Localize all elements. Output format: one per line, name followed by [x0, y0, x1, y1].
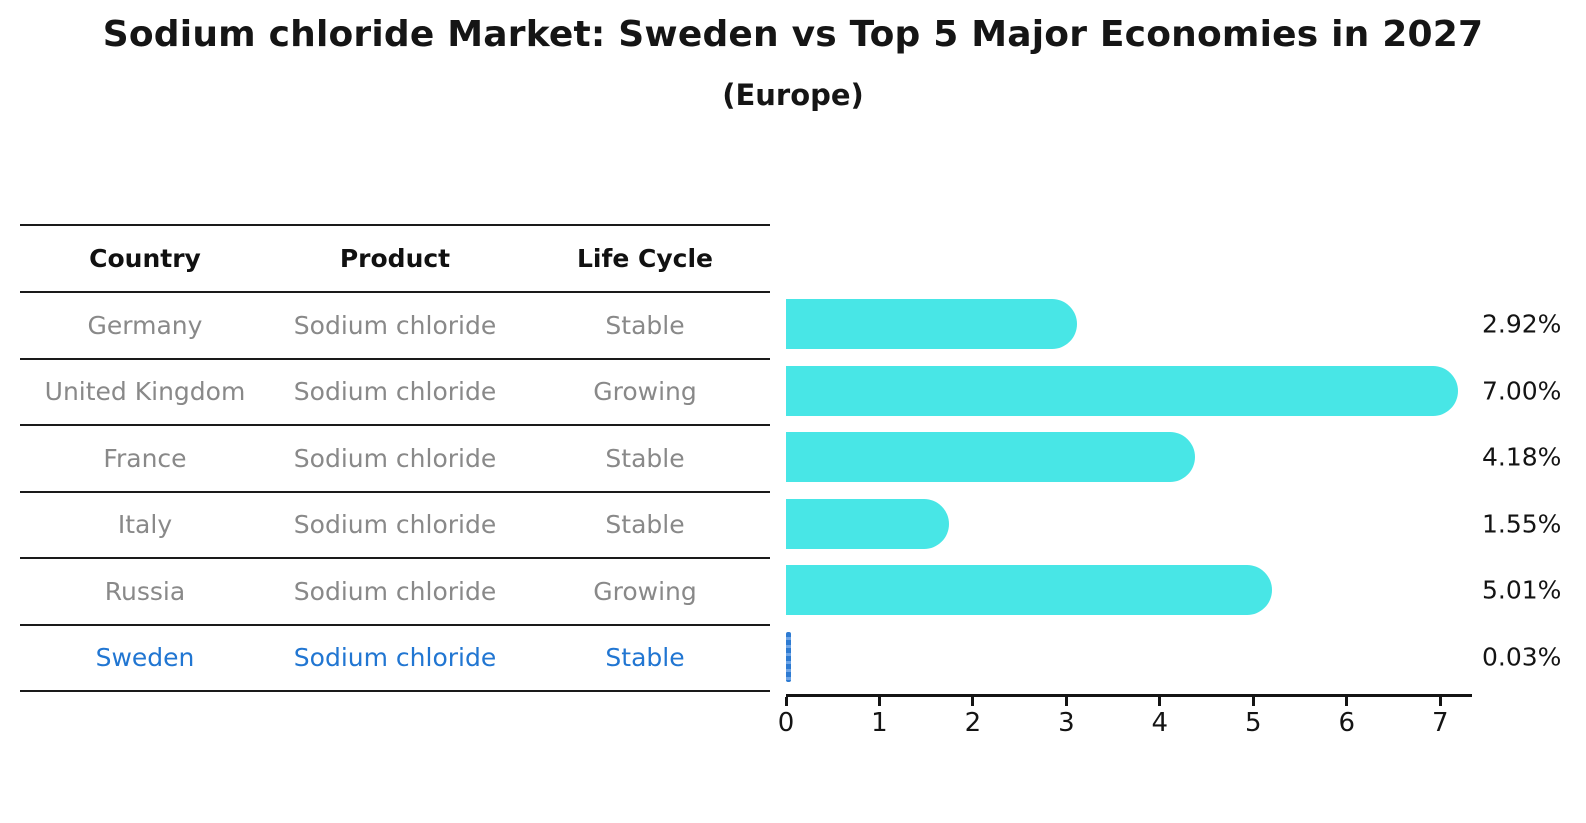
table-row-russia: Russia Sodium chloride Growing — [20, 559, 770, 626]
column-header-product: Product — [339, 244, 451, 273]
x-tick-label-0: 0 — [777, 708, 795, 738]
cell-product: Sodium chloride — [293, 510, 497, 540]
cell-life-cycle: Stable — [605, 310, 685, 340]
bar-plot-area — [786, 291, 1472, 690]
bar-row-russia — [786, 557, 1472, 624]
bar-france — [786, 432, 1195, 482]
bar-row-italy — [786, 491, 1472, 558]
x-tick-label-3: 3 — [1058, 708, 1075, 738]
cell-country: France — [103, 443, 187, 473]
column-header-life-cycle: Life Cycle — [576, 244, 714, 273]
cell-country: Russia — [104, 576, 186, 606]
x-tick-mark-4 — [1158, 697, 1162, 706]
table-row-united-kingdom: United Kingdom Sodium chloride Growing — [20, 360, 770, 426]
cell-life-cycle: Stable — [605, 510, 685, 540]
bar-italy — [786, 498, 949, 549]
x-tick-label-5: 5 — [1245, 708, 1262, 738]
cell-life-cycle: Growing — [593, 576, 697, 606]
x-tick-label-4: 4 — [1151, 708, 1169, 738]
cell-country: Italy — [117, 510, 173, 540]
value-label-sweden: 0.03% — [1482, 642, 1562, 672]
table-row-sweden: Sweden Sodium chloride Stable — [20, 626, 770, 692]
cell-product: Sodium chloride — [293, 377, 497, 407]
table-row-france: France Sodium chloride Stable — [20, 426, 770, 493]
x-tick-mark-2 — [971, 697, 975, 706]
bar-russia — [786, 565, 1273, 615]
bar-row-france — [786, 424, 1472, 491]
x-tick-mark-0 — [784, 697, 788, 706]
cell-product: Sodium chloride — [293, 310, 497, 340]
bar-sweden — [786, 631, 791, 682]
cell-product: Sodium chloride — [293, 576, 497, 606]
cell-life-cycle: Stable — [605, 443, 685, 473]
cell-product: Sodium chloride — [293, 443, 497, 473]
value-label-france: 4.18% — [1482, 442, 1562, 472]
table-row-italy: Italy Sodium chloride Stable — [20, 493, 770, 559]
bar-row-germany — [786, 291, 1472, 358]
cell-country: Sweden — [95, 643, 195, 673]
x-tick-label-2: 2 — [964, 708, 982, 738]
cell-life-cycle: Stable — [605, 643, 685, 673]
cell-life-cycle: Growing — [593, 377, 697, 407]
x-tick-mark-3 — [1064, 697, 1068, 706]
x-tick-label-7: 7 — [1431, 708, 1449, 738]
chart-title: Sodium chloride Market: Sweden vs Top 5 … — [102, 14, 1484, 55]
x-tick-mark-6 — [1345, 697, 1349, 706]
table-row-germany: Germany Sodium chloride Stable — [20, 293, 770, 360]
cell-country: Germany — [87, 310, 203, 340]
bar-germany — [786, 299, 1077, 349]
value-label-italy: 1.55% — [1482, 509, 1562, 539]
bar-row-sweden — [786, 624, 1472, 691]
value-label-united-kingdom: 7.00% — [1482, 376, 1562, 406]
x-tick-mark-7 — [1438, 697, 1442, 706]
bar-row-united-kingdom — [786, 358, 1472, 425]
bar-united-kingdom — [786, 365, 1459, 416]
x-tick-label-6: 6 — [1338, 708, 1356, 738]
column-header-country: Country — [89, 244, 201, 273]
x-tick-mark-1 — [877, 697, 881, 706]
x-tick-label-1: 1 — [871, 708, 888, 738]
x-tick-mark-5 — [1251, 697, 1255, 706]
cell-product: Sodium chloride — [293, 643, 497, 673]
cell-country: United Kingdom — [44, 377, 246, 407]
x-axis-line — [786, 694, 1472, 697]
value-label-germany: 2.92% — [1482, 309, 1562, 339]
chart-subtitle: (Europe) — [722, 78, 864, 112]
table-header-row: Country Product Life Cycle — [20, 224, 770, 293]
country-table: Country Product Life Cycle Germany Sodium c… — [20, 224, 770, 692]
value-label-russia: 5.01% — [1482, 575, 1562, 605]
